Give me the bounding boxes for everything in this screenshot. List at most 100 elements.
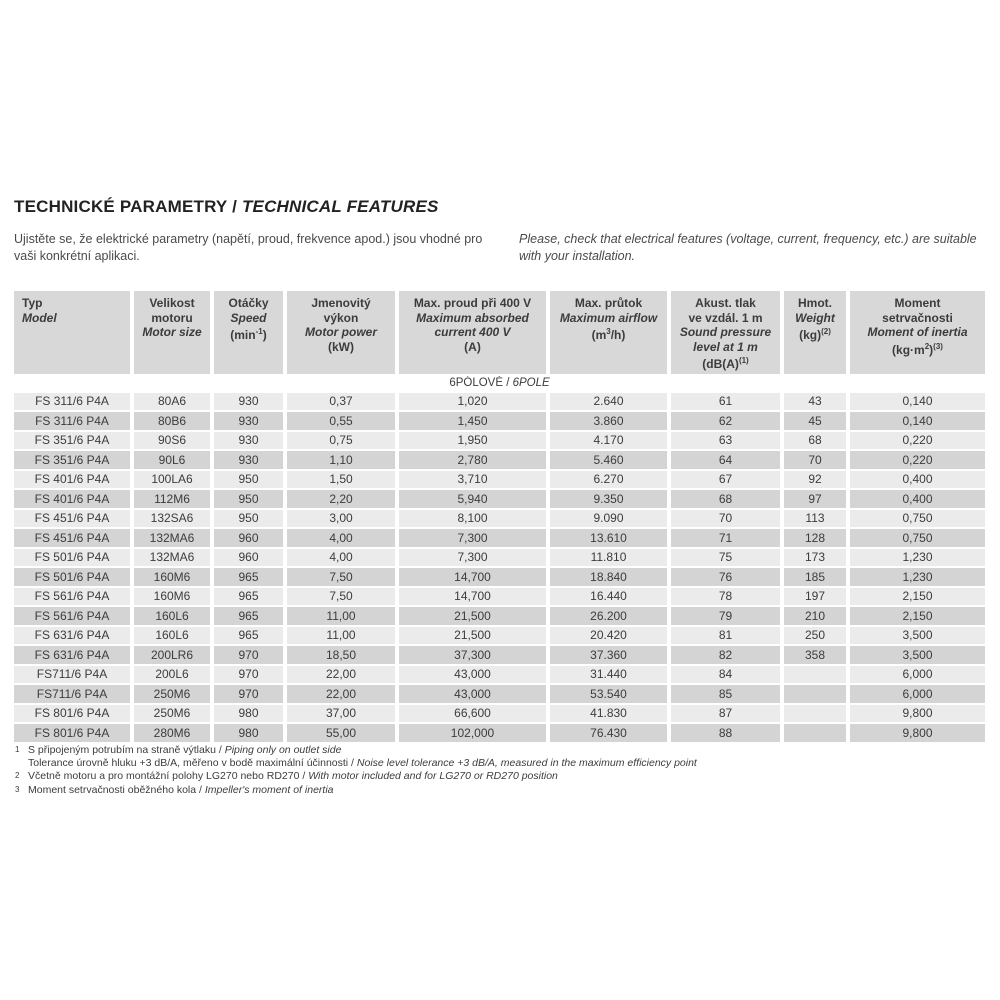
footnote-marker: 2 bbox=[15, 771, 20, 781]
cell-sound-pressure: 85 bbox=[671, 685, 780, 703]
column-header-line: Otáčky bbox=[216, 296, 281, 311]
cell-max-current: 43,000 bbox=[399, 665, 546, 683]
cell-model: FS 801/6 P4A bbox=[14, 724, 130, 742]
column-header-line: Motor size bbox=[136, 325, 208, 340]
cell-max-current: 1,450 bbox=[399, 412, 546, 430]
cell-moment-of-inertia: 0,140 bbox=[850, 412, 985, 430]
column-header-moment-of-inertia: Moment setrvačnosti Moment of inertia (kg·m… bbox=[850, 291, 985, 374]
column-header-text: Maximum airflow bbox=[559, 310, 658, 325]
cell-model: FS 501/6 P4A bbox=[14, 548, 130, 566]
column-header-text: Moment bbox=[894, 296, 941, 310]
footnote-line: Tolerance úrovně hluku +3 dB/A, měřeno v… bbox=[14, 757, 979, 770]
column-header-line: Jmenovitý bbox=[289, 296, 393, 311]
footnote-line: 3 Moment setrvačnosti oběžného kola / Imp… bbox=[14, 784, 979, 797]
column-header-text: (dB(A) bbox=[702, 357, 739, 371]
cell-max-airflow: 2.640 bbox=[550, 392, 667, 410]
column-header-text: (kg) bbox=[799, 328, 822, 342]
table-row: FS 451/6 P4A 132SA6 950 3,00 8,100 9.090 70 113… bbox=[14, 509, 985, 527]
cell-max-current: 102,000 bbox=[399, 724, 546, 742]
column-header-text: (kW) bbox=[328, 339, 354, 354]
column-header-text: Jmenovitý bbox=[311, 296, 371, 310]
cell-weight bbox=[784, 665, 846, 683]
cell-moment-of-inertia: 0,750 bbox=[850, 509, 985, 527]
column-header-line: setrvačnosti bbox=[852, 311, 983, 326]
cell-motor-size: 132MA6 bbox=[134, 529, 210, 547]
cell-max-airflow: 9.090 bbox=[550, 509, 667, 527]
cell-sound-pressure: 70 bbox=[671, 509, 780, 527]
column-header-text: výkon bbox=[323, 310, 359, 325]
cell-max-current: 21,500 bbox=[399, 607, 546, 625]
cell-max-airflow: 37.360 bbox=[550, 646, 667, 664]
cell-moment-of-inertia: 2,150 bbox=[850, 607, 985, 625]
cell-speed: 950 bbox=[214, 490, 283, 508]
column-header-line: (kg)(2) bbox=[786, 325, 844, 343]
column-header-text: (kg·m bbox=[892, 342, 925, 357]
cell-moment-of-inertia: 0,220 bbox=[850, 451, 985, 469]
cell-weight: 92 bbox=[784, 470, 846, 488]
cell-weight: 250 bbox=[784, 626, 846, 644]
column-header-motor-power: Jmenovitý výkon Motor power (kW) bbox=[287, 291, 395, 374]
header-row: Typ Model Velikost motoru Motor size Otáčky Sp… bbox=[14, 291, 985, 374]
column-header-line: (dB(A)(1) bbox=[673, 354, 778, 372]
footnote-text: Piping only on outlet side bbox=[224, 744, 342, 756]
cell-motor-power: 11,00 bbox=[287, 607, 395, 625]
table-row: FS 561/6 P4A 160M6 965 7,50 14,700 16.440 78 19… bbox=[14, 587, 985, 605]
cell-motor-size: 250M6 bbox=[134, 685, 210, 703]
cell-model: FS 401/6 P4A bbox=[14, 490, 130, 508]
cell-max-current: 1,950 bbox=[399, 431, 546, 449]
cell-speed: 980 bbox=[214, 704, 283, 722]
cell-motor-size: 160L6 bbox=[134, 607, 210, 625]
page-title-cs: TECHNICKÉ PARAMETRY bbox=[14, 197, 228, 216]
cell-max-current: 3,710 bbox=[399, 470, 546, 488]
column-header-line: (kg·m2)(3) bbox=[852, 340, 983, 358]
cell-max-airflow: 26.200 bbox=[550, 607, 667, 625]
table-row: FS 631/6 P4A 160L6 965 11,00 21,500 20.420 81 2… bbox=[14, 626, 985, 644]
cell-max-airflow: 11.810 bbox=[550, 548, 667, 566]
column-header-text: /h) bbox=[610, 328, 626, 342]
cell-motor-power: 4,00 bbox=[287, 529, 395, 547]
footnote-text: Tolerance úrovně hluku +3 dB/A, měřeno v… bbox=[28, 757, 357, 770]
cell-model: FS 501/6 P4A bbox=[14, 568, 130, 586]
cell-max-airflow: 20.420 bbox=[550, 626, 667, 644]
column-header-sup: (1) bbox=[738, 356, 749, 365]
column-header-line: Moment of inertia bbox=[852, 325, 983, 340]
column-header-line: Weight bbox=[786, 311, 844, 326]
cell-motor-size: 132MA6 bbox=[134, 548, 210, 566]
cell-weight: 210 bbox=[784, 607, 846, 625]
column-header-text: Speed bbox=[230, 310, 267, 325]
column-header-line: Velikost bbox=[136, 296, 208, 311]
cell-max-current: 14,700 bbox=[399, 587, 546, 605]
cell-motor-power: 2,20 bbox=[287, 490, 395, 508]
cell-model: FS 351/6 P4A bbox=[14, 431, 130, 449]
page-title-en: TECHNICAL FEATURES bbox=[241, 197, 439, 216]
column-header-line: (m3/h) bbox=[552, 325, 665, 343]
column-header-text: Otáčky bbox=[228, 296, 269, 310]
cell-weight: 43 bbox=[784, 392, 846, 410]
cell-max-current: 37,300 bbox=[399, 646, 546, 664]
technical-features-table: Typ Model Velikost motoru Motor size Otáčky Sp… bbox=[10, 289, 989, 744]
cell-speed: 960 bbox=[214, 548, 283, 566]
column-header-sup: (2) bbox=[821, 327, 831, 336]
table-row: FS 451/6 P4A 132MA6 960 4,00 7,300 13.610 71 12… bbox=[14, 529, 985, 547]
column-header-text: current 400 V bbox=[434, 325, 511, 339]
cell-moment-of-inertia: 0,400 bbox=[850, 490, 985, 508]
cell-max-airflow: 53.540 bbox=[550, 685, 667, 703]
cell-weight bbox=[784, 704, 846, 722]
cell-motor-size: 200LR6 bbox=[134, 646, 210, 664]
cell-motor-power: 1,10 bbox=[287, 451, 395, 469]
cell-motor-size: 160M6 bbox=[134, 587, 210, 605]
cell-motor-size: 100LA6 bbox=[134, 470, 210, 488]
cell-max-current: 8,100 bbox=[399, 509, 546, 527]
table-row: FS 351/6 P4A 90S6 930 0,75 1,950 4.170 63 68 0,2… bbox=[14, 431, 985, 449]
column-header-line: Typ bbox=[22, 296, 128, 311]
cell-speed: 930 bbox=[214, 412, 283, 430]
table-container: Typ Model Velikost motoru Motor size Otáčky Sp… bbox=[10, 289, 989, 744]
cell-weight bbox=[784, 724, 846, 742]
column-header-line: Model bbox=[22, 311, 128, 326]
cell-speed: 950 bbox=[214, 470, 283, 488]
table-row: FS711/6 P4A 200L6 970 22,00 43,000 31.440 84 6,… bbox=[14, 665, 985, 683]
footnote-line: 2 Včetně motoru a pro montážní polohy LG2… bbox=[14, 770, 979, 783]
column-header-text: Motor size bbox=[142, 325, 202, 339]
cell-speed: 930 bbox=[214, 451, 283, 469]
